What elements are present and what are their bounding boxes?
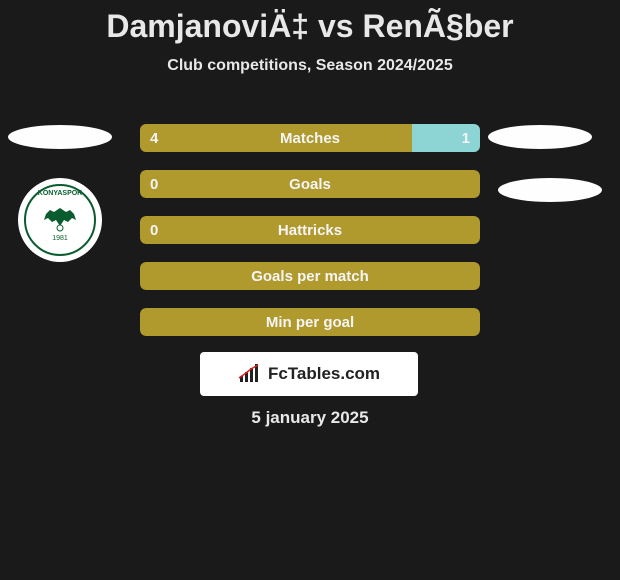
chart-icon <box>238 364 262 384</box>
branding-text: FcTables.com <box>268 364 380 384</box>
decoration-ellipse <box>488 125 592 149</box>
branding-box: FcTables.com <box>200 352 418 396</box>
bar-label: Min per goal <box>266 314 354 331</box>
snapshot-date: 5 january 2025 <box>251 408 368 428</box>
stat-bar-row: Min per goal <box>140 308 480 336</box>
decoration-ellipse <box>498 178 602 202</box>
decoration-ellipse <box>8 125 112 149</box>
comparison-title: DamjanoviÄ‡ vs RenÃ§ber <box>0 0 620 45</box>
bar-label: Hattricks <box>278 222 342 239</box>
stat-bar-row: 0 Hattricks <box>140 216 480 244</box>
stat-bar-row: 4 Matches 1 <box>140 124 480 152</box>
team-logo-left: KONYASPOR 1981 <box>18 178 102 262</box>
stat-bar-row: Goals per match <box>140 262 480 290</box>
stat-bars: 4 Matches 1 0 Goals 0 Hattricks Goals per match… <box>140 124 480 354</box>
bar-value-right: 1 <box>462 130 470 147</box>
team-logo-inner: KONYASPOR 1981 <box>24 184 96 256</box>
bar-left-fill <box>140 124 412 152</box>
bar-label: Goals per match <box>251 268 369 285</box>
comparison-subtitle: Club competitions, Season 2024/2025 <box>0 57 620 75</box>
logo-club-name: KONYASPOR <box>38 190 82 197</box>
logo-year: 1981 <box>52 235 68 242</box>
bar-value-left: 0 <box>150 222 158 239</box>
bar-label: Goals <box>289 176 331 193</box>
stat-bar-row: 0 Goals <box>140 170 480 198</box>
bar-value-left: 0 <box>150 176 158 193</box>
bar-label: Matches <box>280 130 340 147</box>
bar-value-left: 4 <box>150 130 158 147</box>
eagle-icon <box>36 204 84 236</box>
